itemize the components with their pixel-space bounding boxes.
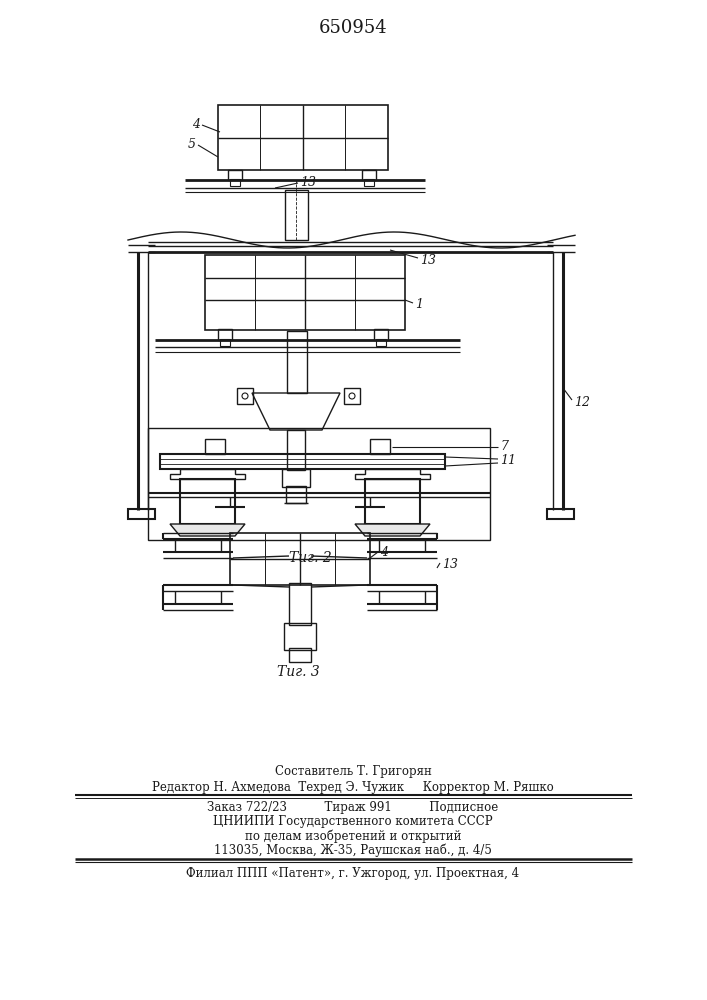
Text: ЦНИИПИ Государственного комитета СССР: ЦНИИПИ Государственного комитета СССР	[214, 816, 493, 828]
Bar	[148, 428, 490, 540]
Bar	[230, 179, 240, 186]
Bar	[220, 339, 230, 346]
Bar	[160, 454, 445, 469]
Text: 4: 4	[192, 118, 200, 131]
Bar	[547, 509, 574, 519]
Bar	[344, 388, 360, 404]
Bar	[365, 479, 420, 524]
Bar	[364, 179, 374, 186]
Text: 7: 7	[500, 440, 508, 454]
Bar	[228, 170, 242, 180]
Bar	[376, 339, 386, 346]
Text: 5: 5	[188, 138, 196, 151]
Text: Составитель Т. Григорян: Составитель Т. Григорян	[274, 766, 431, 778]
Bar	[287, 430, 305, 470]
Bar	[218, 105, 388, 170]
Text: 113035, Москва, Ж-35, Раушская наб., д. 4/5: 113035, Москва, Ж-35, Раушская наб., д. …	[214, 843, 492, 857]
Text: 11: 11	[500, 454, 516, 468]
Text: 12: 12	[574, 395, 590, 408]
Bar	[284, 623, 316, 650]
Bar	[282, 469, 310, 487]
Bar	[286, 486, 306, 503]
Text: Τиг. 3: Τиг. 3	[276, 665, 320, 679]
Text: Заказ 722/23          Тираж 991          Подписное: Заказ 722/23 Тираж 991 Подписное	[207, 802, 498, 814]
Bar	[230, 533, 370, 585]
Text: 650954: 650954	[319, 19, 387, 37]
Bar	[237, 388, 253, 404]
Bar	[287, 331, 307, 393]
Bar	[374, 329, 388, 340]
Text: по делам изобретений и открытий: по делам изобретений и открытий	[245, 829, 461, 843]
Bar	[205, 439, 225, 454]
Text: Филиал ППП «Патент», г. Ужгород, ул. Проектная, 4: Филиал ППП «Патент», г. Ужгород, ул. Про…	[187, 867, 520, 880]
Bar	[180, 479, 235, 524]
Text: 1: 1	[415, 298, 423, 312]
Text: Τиг. 2: Τиг. 2	[288, 551, 332, 565]
Bar	[285, 190, 308, 240]
Text: Редактор Н. Ахмедова  Техред Э. Чужик     Корректор М. Ряшко: Редактор Н. Ахмедова Техред Э. Чужик Кор…	[152, 780, 554, 794]
Text: 4: 4	[380, 546, 388, 558]
Bar	[218, 329, 232, 340]
Bar	[362, 170, 376, 180]
Text: 13: 13	[442, 558, 458, 572]
Bar	[205, 255, 405, 330]
Polygon shape	[170, 524, 245, 536]
Polygon shape	[355, 524, 430, 536]
Bar	[289, 648, 311, 662]
Bar	[370, 439, 390, 454]
Bar	[128, 509, 155, 519]
Text: 13: 13	[420, 253, 436, 266]
Text: 13: 13	[300, 176, 316, 190]
Bar	[289, 583, 311, 625]
